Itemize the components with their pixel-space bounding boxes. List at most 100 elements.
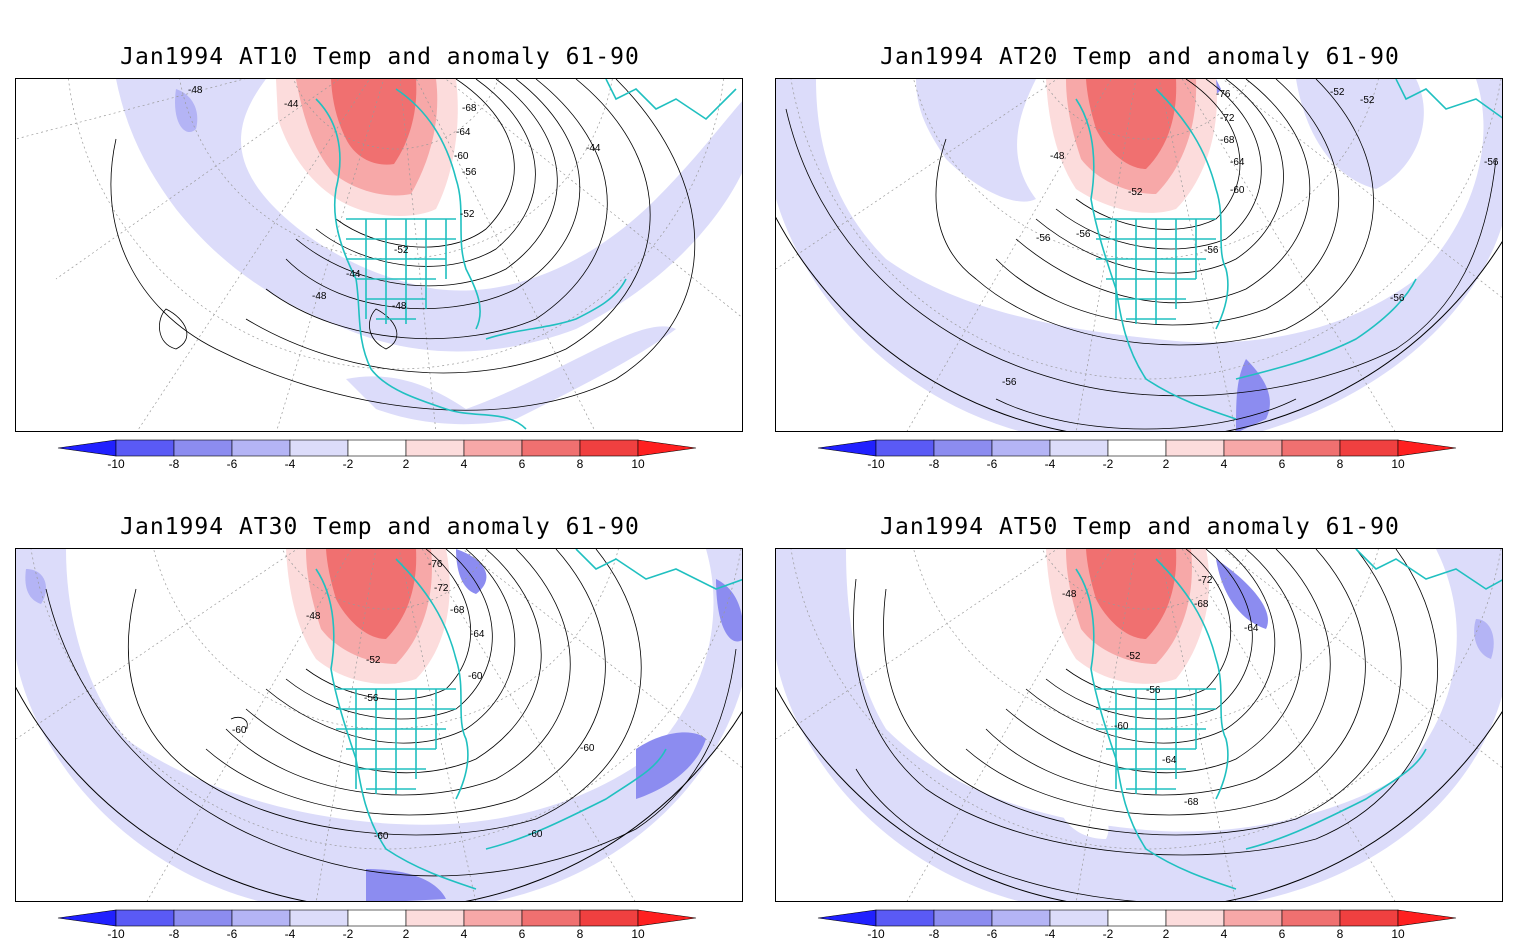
contour-label: -72: [1198, 575, 1213, 586]
colorbar-swatch: [115, 909, 175, 927]
colorbar-tick-label: 10: [1391, 457, 1405, 471]
colorbar-tick-label: -8: [169, 927, 180, 940]
colorbar-swatch: [817, 909, 877, 927]
colorbar-swatch: [115, 439, 175, 457]
colorbar-graphic: -10 -8 -6 -4 -2 2 4 6 8 10: [57, 439, 697, 471]
colorbar-tick-label: 4: [1221, 927, 1228, 940]
contour-label: -56: [364, 693, 379, 704]
contour-label: -60: [1230, 185, 1245, 196]
contour-label: -44: [284, 99, 299, 110]
anomaly-map: -76 -52 -52 -72 -68 -64 -48 -60 -52 -56 …: [776, 79, 1502, 431]
contour-label: -60: [454, 151, 469, 162]
contour-label: -52: [1128, 187, 1143, 198]
colorbar-swatch: [463, 439, 523, 457]
colorbar-tick-label: -8: [929, 457, 940, 471]
colorbar-swatch: [231, 439, 291, 457]
contour-label: -68: [1220, 135, 1235, 146]
colorbar-tick-label: -10: [107, 457, 125, 471]
contour-label: -48: [392, 301, 407, 312]
colorbar-tick-label: -2: [343, 457, 354, 471]
contour-label: -64: [456, 127, 471, 138]
colorbar-tick-label: -4: [285, 927, 296, 940]
contour-label: -60: [232, 725, 247, 736]
colorbar-swatch: [347, 909, 407, 927]
colorbar-tick-label: -6: [227, 457, 238, 471]
contour-label: -56: [1390, 293, 1405, 304]
colorbar-swatch: [933, 909, 993, 927]
colorbar-swatch: [1223, 909, 1283, 927]
map-frame: -76 -52 -52 -72 -68 -64 -48 -60 -52 -56 …: [775, 78, 1503, 432]
panel-at50: Jan1994 AT50 Temp and anomaly 61-90: [760, 470, 1520, 940]
colorbar-swatch: [1339, 909, 1399, 927]
colorbar-tick-label: -6: [987, 457, 998, 471]
colorbar-swatch: [1165, 439, 1225, 457]
colorbar-tick-label: -10: [107, 927, 125, 940]
contour-label: -76: [1216, 89, 1231, 100]
colorbar-swatch: [1397, 909, 1457, 927]
contour-label: -68: [1184, 797, 1199, 808]
colorbar-swatch: [463, 909, 523, 927]
colorbar-swatch: [1165, 909, 1225, 927]
contour-label: -56: [1204, 245, 1219, 256]
panel-at30: Jan1994 AT30 Temp and anomaly 61-90: [0, 470, 760, 940]
colorbar-tick-label: -4: [1045, 457, 1056, 471]
colorbar-tick-label: -8: [169, 457, 180, 471]
colorbar-tick-label: -4: [285, 457, 296, 471]
colorbar-tick-label: 2: [403, 457, 410, 471]
contour-label: -60: [374, 831, 389, 842]
colorbar-tick-label: 8: [577, 927, 584, 940]
colorbar: -10 -8 -6 -4 -2 2 4 6 8 10: [817, 909, 1463, 940]
contour-label: -68: [450, 605, 465, 616]
contour-label: -56: [1484, 157, 1499, 168]
colorbar-tick-label: -6: [227, 927, 238, 940]
contour-label: -68: [462, 103, 477, 114]
contour-label: -44: [346, 269, 361, 280]
contour-label: -56: [1002, 377, 1017, 388]
anomaly-map: -76 -72 -68 -48 -64 -52 -60 -56 -60 -60 …: [16, 549, 742, 901]
colorbar-swatch: [521, 439, 581, 457]
contour-label: -68: [1194, 599, 1209, 610]
colorbar-swatch: [991, 909, 1051, 927]
colorbar-swatch: [173, 909, 233, 927]
colorbar-tick-label: -10: [867, 457, 885, 471]
colorbar-swatch: [1049, 909, 1109, 927]
contour-label: -56: [462, 167, 477, 178]
colorbar-tick-label: 2: [1163, 457, 1170, 471]
contour-label: -48: [188, 85, 203, 96]
colorbar-swatch: [875, 439, 935, 457]
contour-label: -72: [1220, 113, 1235, 124]
colorbar-tick-label: 6: [1279, 927, 1286, 940]
colorbar-swatch: [1281, 909, 1341, 927]
colorbar-swatch: [637, 439, 697, 457]
contour-label: -52: [1360, 95, 1375, 106]
colorbar-swatch: [57, 439, 117, 457]
colorbar-tick-label: 6: [519, 927, 526, 940]
contour-label: -48: [1050, 151, 1065, 162]
panel-title: Jan1994 AT10 Temp and anomaly 61-90: [120, 44, 640, 70]
contour-label: -64: [1230, 157, 1245, 168]
colorbar: -10 -8 -6 -4 -2 2 4 6 8 10: [57, 439, 703, 471]
colorbar-swatch: [1339, 439, 1399, 457]
colorbar-tick-label: -2: [1103, 927, 1114, 940]
colorbar-swatch: [933, 439, 993, 457]
colorbar-swatch: [57, 909, 117, 927]
colorbar-swatch: [579, 909, 639, 927]
colorbar-tick-label: 8: [577, 457, 584, 471]
colorbar: -10 -8 -6 -4 -2 2 4 6 8 10: [57, 909, 703, 940]
contour-label: -48: [1062, 589, 1077, 600]
contour-label: -52: [1126, 651, 1141, 662]
colorbar-tick-label: 8: [1337, 927, 1344, 940]
contour-label: -56: [1076, 229, 1091, 240]
anomaly-map: -72 -48 -68 -64 -52 -56 -60 -64 -68: [776, 549, 1502, 901]
contour-label: -64: [1244, 623, 1259, 634]
map-frame: -72 -48 -68 -64 -52 -56 -60 -64 -68: [775, 548, 1503, 902]
colorbar-tick-label: 10: [631, 927, 645, 940]
colorbar-tick-label: 4: [1221, 457, 1228, 471]
contour-label: -52: [460, 209, 475, 220]
contour-label: -60: [468, 671, 483, 682]
contour-label: -52: [394, 245, 409, 256]
map-frame: -76 -72 -68 -48 -64 -52 -60 -56 -60 -60 …: [15, 548, 743, 902]
colorbar-tick-label: -2: [1103, 457, 1114, 471]
colorbar-swatch: [405, 909, 465, 927]
colorbar-swatch: [991, 439, 1051, 457]
